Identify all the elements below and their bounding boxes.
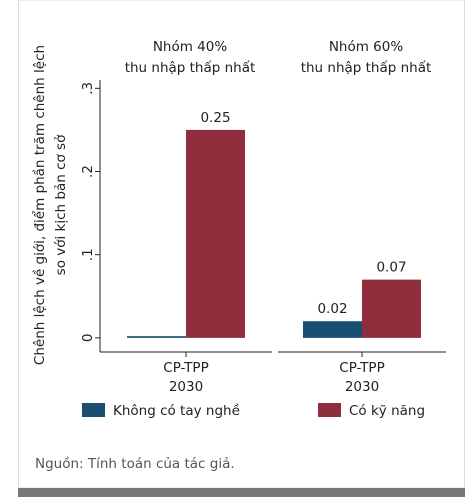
bar (303, 321, 362, 338)
value-label: 0.02 (317, 301, 347, 317)
bar (362, 279, 421, 338)
y-tick-label: .1 (80, 248, 96, 261)
value-label: 0.07 (376, 260, 406, 276)
y-tick-label: 0 (80, 334, 96, 343)
y-axis-label: so với kịch bản cơ sở (53, 134, 69, 275)
bar (127, 336, 186, 338)
source: Nguồn: Tính toán của tác giả. (35, 455, 235, 472)
x-tick-label: CP-TPP (339, 360, 384, 376)
legend-label: Không có tay nghề (113, 402, 240, 419)
bottom-bar (18, 488, 465, 497)
legend-label: Có kỹ năng (349, 403, 425, 419)
legend-swatch (318, 403, 341, 417)
panel-title: thu nhập thấp nhất (125, 60, 256, 76)
y-tick-label: .2 (80, 165, 96, 178)
value-label: 0.25 (200, 110, 230, 126)
y-tick-label: .3 (80, 82, 96, 95)
panel-title: Nhóm 40% (153, 39, 228, 55)
x-tick-label: 2030 (169, 379, 203, 395)
bar (186, 129, 245, 338)
y-axis-label: Chênh lệch về giới, điểm phần trăm chênh… (31, 45, 48, 365)
x-tick-label: 2030 (345, 379, 379, 395)
legend-swatch (82, 403, 105, 417)
panel-title: Nhóm 60% (329, 39, 404, 55)
x-tick-label: CP-TPP (163, 360, 208, 376)
panel-title: thu nhập thấp nhất (301, 60, 432, 76)
